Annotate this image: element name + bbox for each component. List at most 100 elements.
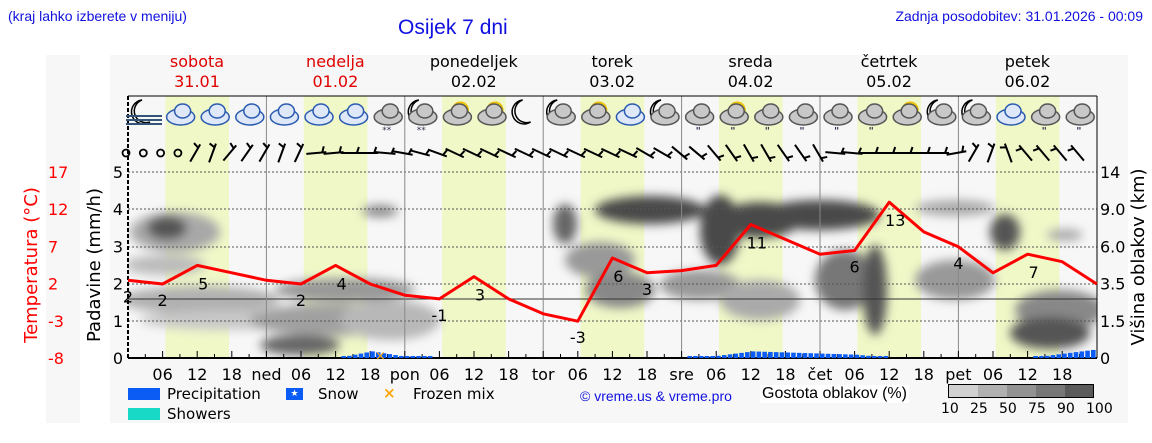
cloud-icon: [269, 103, 300, 126]
cloud-density-tick: 90: [1057, 401, 1075, 417]
cloud-icon: [338, 103, 369, 126]
svg-text:4: 4: [113, 200, 123, 219]
svg-text:": ": [696, 126, 701, 137]
svg-text:12: 12: [48, 200, 68, 219]
svg-text:0: 0: [1100, 349, 1110, 368]
wind-barb: [497, 147, 518, 159]
sun-cloud-icon: [442, 101, 473, 126]
svg-text:tor: tor: [532, 365, 555, 384]
day-header: četrtek 05.02: [820, 52, 958, 92]
svg-text:0: 0: [113, 349, 123, 368]
frozen-mix-marker: ×: [375, 349, 386, 364]
cloud-density-tick: 25: [970, 401, 988, 417]
wind-barb: [323, 146, 344, 155]
svg-text:": ": [834, 126, 839, 137]
day-date: 03.02: [589, 72, 636, 91]
svg-text:-3: -3: [570, 328, 586, 347]
day-date: 06.02: [1004, 72, 1051, 91]
wind-barb: [222, 142, 237, 162]
wind-barb: [707, 144, 725, 162]
wind-barb: [946, 145, 967, 156]
wind-barbs: [121, 142, 1085, 163]
svg-text:": ": [765, 126, 770, 137]
cloud-rain-icon: ": [823, 103, 853, 137]
wind-barb: [600, 147, 621, 159]
wind-barb: [514, 147, 535, 159]
svg-text:06: 06: [291, 365, 311, 384]
weather-icons: ** ** " " " " " " " ": [126, 99, 1095, 137]
wind-barb: [549, 147, 570, 159]
svg-text:12: 12: [741, 365, 761, 384]
wind-barb: [1032, 144, 1051, 162]
wind-barb: [340, 146, 361, 154]
wind-barb: [894, 146, 915, 154]
svg-text:7: 7: [48, 237, 58, 256]
svg-text:12: 12: [879, 365, 899, 384]
axis-labels: Temperatura (°C) Padavine (mm/h) Višina …: [21, 163, 1149, 384]
svg-text:pon: pon: [390, 365, 420, 384]
wind-barb: [812, 143, 828, 163]
day-header: nedelja 01.02: [266, 52, 404, 92]
wind-barb: [1067, 144, 1085, 162]
cloud-rain-icon: ": [788, 103, 819, 137]
svg-text:1.5: 1.5: [1100, 312, 1125, 331]
svg-text:2: 2: [158, 291, 168, 310]
wind-barb: [967, 142, 980, 163]
wind-barb: [794, 144, 811, 162]
sun-cloud-icon: [892, 101, 922, 126]
sun-cloud-icon: [581, 101, 611, 126]
wind-barb: [776, 144, 794, 162]
legend-snow: Snow: [318, 385, 359, 403]
svg-text:3: 3: [642, 280, 652, 299]
cloud-icon: [200, 103, 230, 126]
wind-barb: [306, 146, 327, 155]
svg-text:06: 06: [844, 365, 864, 384]
precipitation-bars: [341, 349, 1096, 358]
snow-swatch-icon: ★: [286, 388, 303, 400]
cloud-rain-icon: ": [1030, 103, 1061, 137]
wind-barb: [1015, 144, 1033, 162]
wind-barb: [277, 142, 287, 163]
day-name: torek: [591, 52, 633, 71]
sun-cloud-icon: [477, 101, 507, 126]
cloud-density-tick: 10: [941, 401, 959, 417]
showers-swatch: [128, 408, 160, 420]
credit-link[interactable]: © vreme.us & vreme.pro: [580, 388, 732, 404]
moon-cloud-snow-icon: **: [407, 99, 438, 136]
wind-barb: [877, 146, 898, 154]
cloud-density-layer: [128, 195, 1097, 355]
day-date: 31.01: [174, 72, 220, 91]
svg-text:**: **: [417, 126, 427, 136]
moon-fog-icon: [126, 99, 162, 125]
wind-barb: [208, 142, 217, 163]
day-date: 05.02: [866, 72, 912, 91]
day-date: 04.02: [727, 72, 774, 91]
cloud-snow-icon: **: [373, 103, 403, 136]
wind-barb: [189, 142, 202, 163]
wind-barb: [445, 147, 466, 159]
cloud-density-tick: 100: [1086, 401, 1113, 417]
svg-text:06: 06: [429, 365, 449, 384]
cloud-density-swatch: [949, 385, 978, 398]
precip-axis-label: Padavine (mm/h): [84, 188, 105, 342]
cloud-icon: [615, 103, 646, 126]
svg-text:12: 12: [1017, 365, 1037, 384]
frozen-mix-icon: ×: [383, 384, 396, 402]
svg-text:18: 18: [637, 365, 657, 384]
svg-text:čet: čet: [808, 365, 833, 384]
wind-barb: [653, 147, 673, 159]
wind-barb: [427, 148, 448, 158]
svg-text:9.0: 9.0: [1100, 200, 1125, 219]
svg-text:": ": [1042, 126, 1047, 137]
svg-text:06: 06: [568, 365, 588, 384]
day-header: petek 06.02: [958, 52, 1096, 92]
day-name: četrtek: [860, 52, 918, 71]
cloud-density-swatch: [1036, 385, 1065, 398]
wind-barb: [479, 147, 500, 159]
svg-text:18: 18: [914, 365, 934, 384]
day-date: 02.02: [450, 72, 497, 91]
svg-text:": ": [1076, 126, 1081, 137]
svg-text:6: 6: [613, 267, 623, 286]
